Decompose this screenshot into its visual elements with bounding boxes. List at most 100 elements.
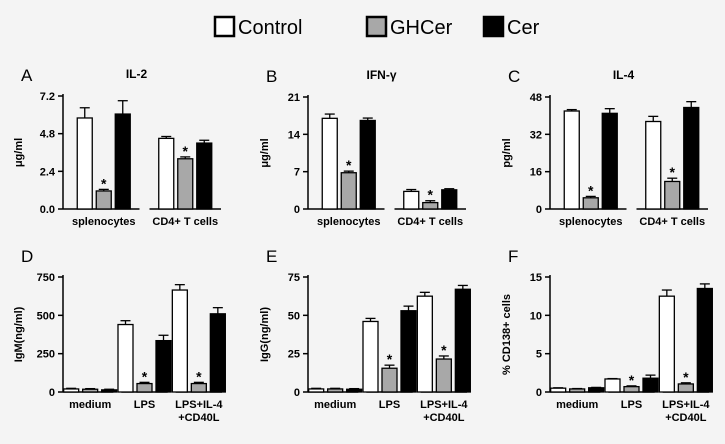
panel-a: A IL-2 0.0 2.4 4.8 7.2 μg/ml * splenocytes * CD4+ … [13, 66, 221, 228]
bar-ghcer [677, 383, 694, 393]
y-tick-label: 16 [530, 167, 542, 179]
y-axis-label: IgG(ng/ml) [259, 307, 271, 362]
y-axis-label: μg/ml [13, 138, 25, 167]
bar-control [403, 190, 420, 210]
bar-control [658, 295, 675, 393]
y-tick-label: 10 [530, 310, 542, 322]
panel-d: D 0 250 500 750 IgM(ng/ml) medium * LPS * LPS+IL-4… [13, 247, 226, 424]
y-tick-label: 5 [536, 349, 542, 361]
y-tick-label: 14 [288, 129, 301, 141]
x-category-label: LPS+IL-4 [662, 399, 710, 411]
y-tick-label: 0.0 [40, 204, 55, 216]
bar-cer [155, 339, 172, 393]
y-axis-label: IgM(ng/ml) [13, 306, 25, 362]
panel-letter: E [266, 247, 277, 266]
panel-title: IFN-γ [367, 68, 397, 82]
bar-cer [588, 387, 605, 393]
bar-cer [642, 377, 659, 393]
significance-star: * [101, 175, 107, 191]
x-category-label: splenocytes [72, 216, 136, 228]
y-axis-label: μg/ml [259, 138, 271, 167]
y-tick-label: 75 [288, 272, 300, 284]
x-category-label: CD4+ T cells [639, 216, 705, 228]
significance-star: * [387, 351, 393, 367]
significance-star: * [588, 182, 594, 198]
x-category-label: +CD40L [178, 412, 220, 424]
legend-label: Cer [507, 17, 540, 39]
y-tick-label: 4.8 [40, 129, 55, 141]
bar-ghcer [422, 201, 439, 210]
panel-letter: C [508, 67, 520, 86]
x-category-label: LPS+IL-4 [175, 399, 223, 411]
x-category-label: CD4+ T cells [397, 216, 463, 228]
y-tick-label: 25 [288, 349, 300, 361]
legend-label: GHCer [390, 17, 453, 39]
panel-c: C IL-4 0 16 32 48 pg/ml * splenocytes * CD4+ T cel… [501, 67, 708, 228]
bar-control [171, 289, 188, 393]
panel-f: F 0 5 10 15 % CD138+ cells medium * LPS * LPS+IL-4… [501, 247, 713, 424]
significance-star: * [428, 187, 434, 203]
panel-letter: B [266, 67, 277, 86]
x-category-label: LPS [379, 399, 400, 411]
bar-ghcer [623, 385, 640, 393]
panel-letter: D [21, 247, 33, 266]
bar-ghcer [664, 180, 681, 210]
x-category-label: LPS+IL-4 [420, 399, 468, 411]
bar-cer [400, 310, 417, 393]
bar-ghcer [582, 197, 599, 210]
bar-control [321, 117, 338, 210]
legend-swatch-control [213, 15, 236, 38]
bar-cer [359, 119, 376, 210]
bar-cer [454, 288, 471, 393]
bar-cer [696, 287, 713, 393]
bar-cer [441, 189, 458, 210]
significance-star: * [441, 342, 447, 358]
bar-ghcer [136, 382, 153, 393]
y-tick-label: 0 [294, 387, 300, 399]
bar-control [76, 117, 93, 210]
y-tick-label: 32 [530, 129, 542, 141]
bar-ghcer [177, 158, 194, 210]
x-category-label: medium [556, 399, 598, 411]
x-category-label: CD4+ T cells [152, 216, 218, 228]
y-tick-label: 15 [530, 272, 542, 284]
bar-ghcer [82, 388, 99, 393]
bar-control [563, 110, 580, 210]
bar-control [645, 120, 662, 210]
y-axis-label: pg/ml [501, 138, 513, 167]
bar-cer [209, 313, 226, 393]
y-axis-label: % CD138+ cells [501, 294, 513, 375]
legend-swatch-cer [482, 15, 505, 38]
bar-control [362, 320, 379, 393]
y-tick-label: 7 [294, 167, 300, 179]
bar-ghcer [569, 388, 586, 393]
legend: Control GHCer Cer [213, 15, 540, 39]
y-tick-label: 0 [49, 387, 55, 399]
bar-ghcer [95, 190, 112, 210]
bar-control [117, 323, 134, 393]
y-tick-label: 0 [536, 387, 542, 399]
bar-cer [196, 142, 213, 210]
significance-star: * [183, 143, 189, 159]
y-tick-label: 0 [294, 204, 300, 216]
bar-cer [114, 113, 131, 210]
y-tick-label: 250 [37, 349, 55, 361]
chart-panels: A IL-2 0.0 2.4 4.8 7.2 μg/ml * splenocytes * CD4+ … [13, 66, 713, 424]
panel-b: B IFN-γ 0 7 14 21 μg/ml * splenocytes * CD4+ T cel… [259, 67, 466, 228]
panel-letter: F [508, 247, 518, 266]
x-category-label: LPS [621, 399, 642, 411]
y-tick-label: 7.2 [40, 91, 55, 103]
panel-title: IL-2 [126, 67, 148, 81]
bar-control [308, 388, 325, 393]
significance-star: * [629, 372, 635, 388]
y-tick-label: 50 [288, 310, 300, 322]
legend-swatch-ghcer [365, 15, 388, 38]
bar-cer [346, 388, 363, 393]
bar-control [158, 137, 175, 210]
bar-cer [101, 389, 118, 393]
significance-star: * [196, 368, 202, 384]
x-category-label: +CD40L [423, 412, 465, 424]
y-tick-label: 750 [37, 272, 55, 284]
bar-control [550, 387, 567, 393]
